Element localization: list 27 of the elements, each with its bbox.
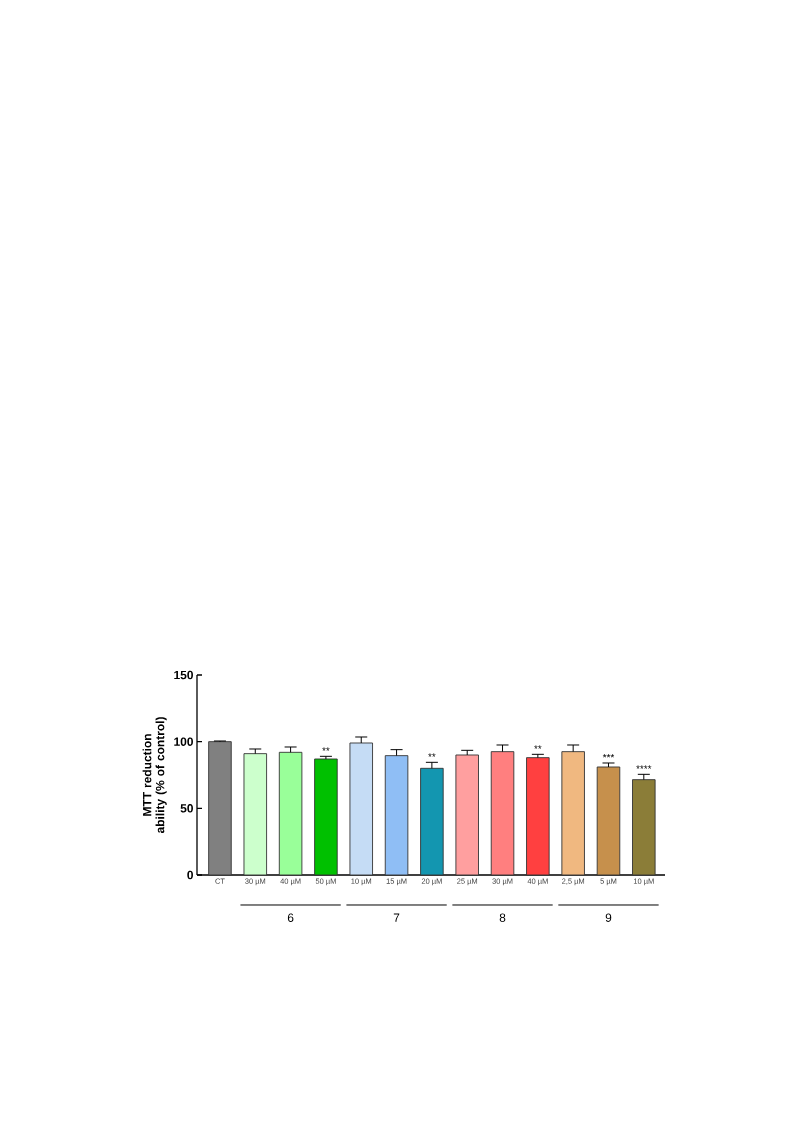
data-label: ** xyxy=(322,747,330,751)
y-tick-label: 50 xyxy=(180,804,193,813)
y-tick-label: 150 xyxy=(174,670,193,680)
text: 7 xyxy=(393,913,400,922)
bar xyxy=(349,742,373,876)
bar xyxy=(208,741,232,876)
data-label: **** xyxy=(636,765,652,769)
y-tick-label: 100 xyxy=(174,737,193,746)
bar xyxy=(526,757,550,876)
bar xyxy=(384,755,409,876)
bar xyxy=(490,751,515,876)
bar xyxy=(632,779,656,876)
data-label: *** xyxy=(602,753,615,758)
y-tick-label: 0 xyxy=(187,870,193,880)
bar xyxy=(561,751,585,876)
data-label: ** xyxy=(534,745,542,749)
bar xyxy=(596,766,621,876)
bar xyxy=(243,753,268,876)
text: 8 xyxy=(499,913,506,922)
bar xyxy=(420,767,444,876)
bar xyxy=(314,758,338,876)
text: 6 xyxy=(287,913,294,922)
bar xyxy=(278,751,303,876)
bar xyxy=(455,754,479,876)
y-axis-title: MTT reduction ability (% of control) xyxy=(142,717,167,834)
text: 9 xyxy=(605,913,612,922)
data-label: ** xyxy=(428,753,436,757)
